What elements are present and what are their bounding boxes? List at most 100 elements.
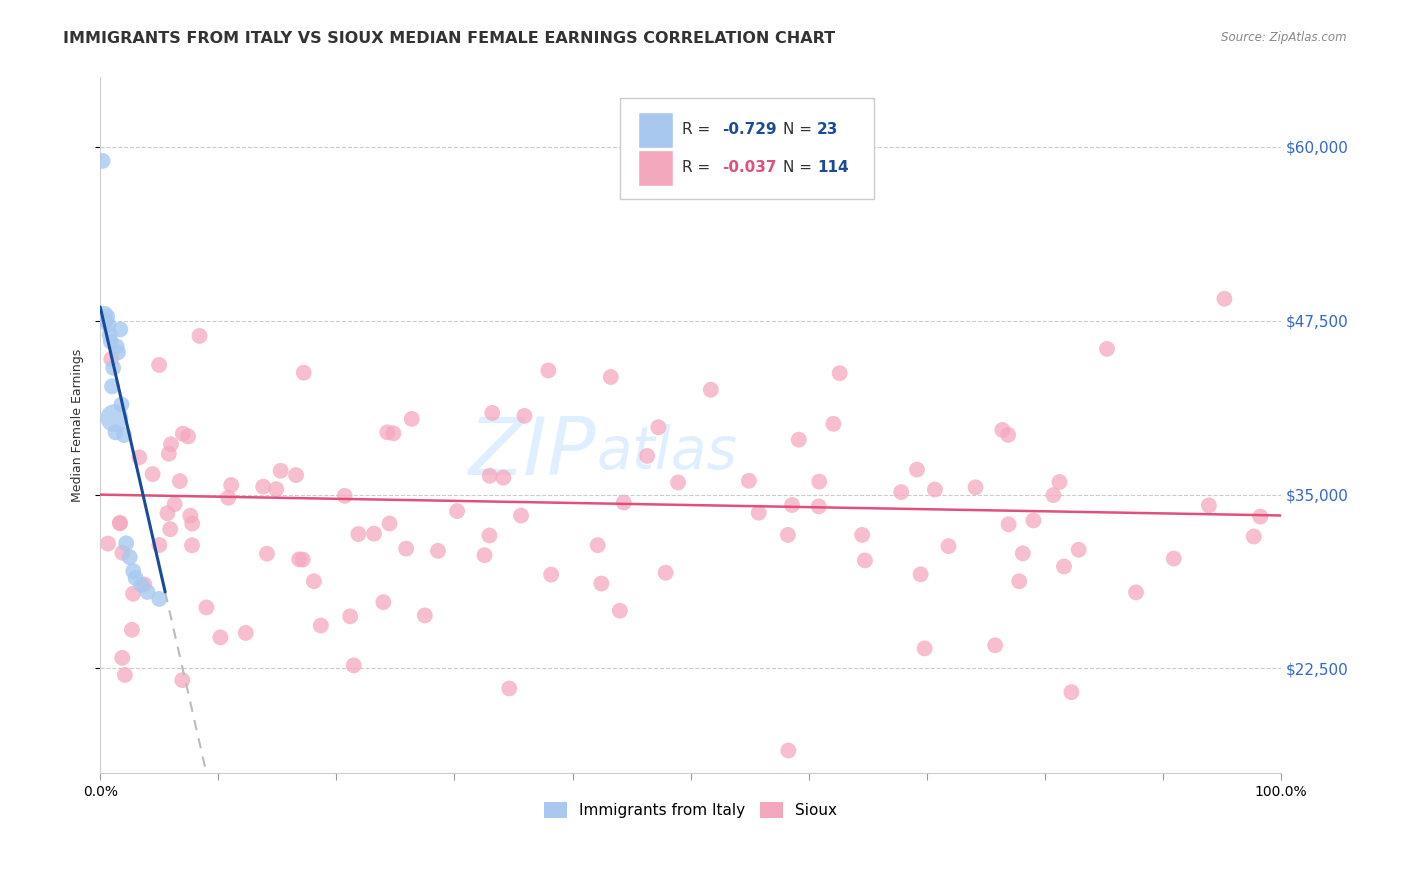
Point (121, 623, 143, 637)
Point (401, 412, 423, 426)
Point (1213, 292, 1236, 306)
Point (363, 526, 385, 541)
Point (378, 516, 401, 531)
Point (288, 552, 311, 566)
Point (395, 541, 418, 556)
Point (100, 351, 122, 366)
Text: -0.729: -0.729 (723, 122, 778, 137)
Point (107, 345, 129, 359)
Point (984, 638, 1007, 652)
Point (1243, 529, 1265, 543)
Point (1011, 546, 1033, 560)
Point (474, 548, 496, 562)
Point (373, 595, 395, 609)
Text: Source: ZipAtlas.com: Source: ZipAtlas.com (1222, 31, 1347, 45)
Point (828, 366, 851, 380)
Legend: Immigrants from Italy, Sioux: Immigrants from Italy, Sioux (537, 796, 844, 824)
Point (219, 478, 242, 492)
Text: atlas: atlas (596, 425, 737, 482)
Point (105, 339, 128, 353)
Point (285, 468, 308, 483)
Point (382, 426, 405, 441)
Point (375, 425, 398, 440)
Point (309, 618, 332, 632)
FancyBboxPatch shape (620, 98, 873, 199)
Point (654, 566, 676, 580)
Point (776, 528, 799, 542)
Point (115, 536, 138, 550)
Point (778, 743, 800, 757)
Point (780, 498, 803, 512)
Point (264, 482, 287, 496)
Point (914, 641, 936, 656)
Point (148, 591, 170, 606)
Point (252, 480, 274, 494)
Point (1198, 499, 1220, 513)
Point (256, 547, 278, 561)
Point (591, 576, 613, 591)
Point (339, 609, 361, 624)
Text: N =: N = (783, 122, 817, 137)
Point (110, 322, 132, 336)
Point (97, 318, 120, 332)
Point (181, 516, 204, 531)
Point (177, 429, 200, 443)
FancyBboxPatch shape (637, 112, 673, 148)
Point (537, 363, 560, 377)
Point (599, 370, 621, 384)
Point (156, 506, 179, 520)
Point (131, 578, 153, 592)
Point (481, 406, 503, 420)
Text: ZIP: ZIP (468, 414, 596, 491)
Point (97, 536, 120, 550)
Point (478, 528, 501, 542)
Point (181, 538, 204, 552)
Point (991, 423, 1014, 437)
Point (108, 516, 131, 530)
Point (195, 600, 218, 615)
Point (1053, 559, 1076, 574)
Text: R =: R = (682, 161, 716, 176)
Point (160, 437, 183, 451)
Point (114, 668, 136, 682)
Point (636, 449, 658, 463)
Point (148, 358, 170, 372)
Point (613, 495, 636, 509)
Point (159, 522, 181, 536)
Point (118, 550, 141, 565)
Point (1163, 551, 1185, 566)
Text: -0.037: -0.037 (723, 161, 778, 176)
Point (666, 475, 689, 490)
Point (101, 379, 124, 393)
Point (510, 508, 533, 523)
Point (997, 428, 1019, 442)
Point (111, 651, 134, 665)
Point (413, 608, 436, 623)
Point (924, 483, 946, 497)
Point (1008, 574, 1031, 589)
Point (965, 480, 987, 494)
Point (1042, 488, 1064, 502)
Point (96, 310, 118, 324)
Point (94, 314, 117, 328)
Text: IMMIGRANTS FROM ITALY VS SIOUX MEDIAN FEMALE EARNINGS CORRELATION CHART: IMMIGRANTS FROM ITALY VS SIOUX MEDIAN FE… (63, 31, 835, 46)
Point (104, 425, 127, 440)
Point (110, 397, 132, 411)
Point (647, 420, 669, 434)
Point (347, 527, 370, 541)
Point (108, 516, 131, 530)
Text: 23: 23 (817, 122, 838, 137)
Point (540, 567, 562, 582)
Point (492, 470, 515, 484)
Point (1022, 513, 1045, 527)
Point (217, 491, 239, 505)
Point (134, 577, 156, 591)
Point (333, 489, 356, 503)
Text: N =: N = (783, 161, 817, 176)
Point (748, 506, 770, 520)
Point (498, 681, 520, 696)
Point (91, 153, 114, 168)
Text: R =: R = (682, 122, 716, 137)
Point (124, 571, 146, 585)
Point (343, 658, 366, 673)
